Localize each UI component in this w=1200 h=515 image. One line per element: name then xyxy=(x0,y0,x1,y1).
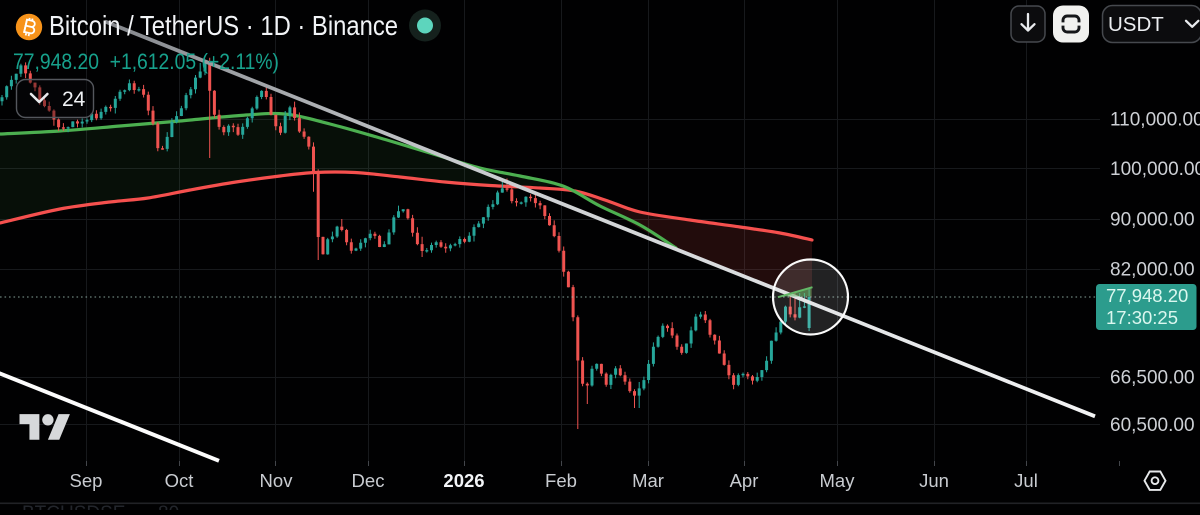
svg-text:Jun: Jun xyxy=(919,470,949,491)
svg-text:Sep: Sep xyxy=(70,470,103,491)
svg-text:100,000.00: 100,000.00 xyxy=(1110,159,1200,180)
svg-text:90,000.00: 90,000.00 xyxy=(1110,210,1195,231)
svg-text:BTCUSDSE: BTCUSDSE xyxy=(22,503,125,510)
svg-text:Dec: Dec xyxy=(352,470,385,491)
svg-text:Apr: Apr xyxy=(730,470,759,491)
svg-text:Mar: Mar xyxy=(632,470,664,491)
svg-text:Jul: Jul xyxy=(1014,470,1038,491)
svg-text:Feb: Feb xyxy=(545,470,577,491)
svg-text:USDT: USDT xyxy=(1108,13,1164,36)
svg-text:24: 24 xyxy=(62,88,86,111)
svg-text:Oct: Oct xyxy=(165,470,194,491)
svg-text:66,500.00: 66,500.00 xyxy=(1110,368,1195,389)
svg-text:Bitcoin / TetherUS · 1D · Bina: Bitcoin / TetherUS · 1D · Binance xyxy=(49,10,398,41)
svg-text:60,500.00: 60,500.00 xyxy=(1110,415,1195,436)
svg-text:May: May xyxy=(820,470,856,491)
svg-text:77,948.20 +1,612.05 (+2.11%): 77,948.20 +1,612.05 (+2.11%) xyxy=(13,49,279,74)
svg-text:77,948.20: 77,948.20 xyxy=(1106,285,1188,306)
svg-text:2026: 2026 xyxy=(443,470,484,491)
svg-text:Nov: Nov xyxy=(260,470,294,491)
svg-text:80: 80 xyxy=(158,503,179,510)
svg-text:82,000.00: 82,000.00 xyxy=(1110,260,1195,281)
svg-text:110,000.00: 110,000.00 xyxy=(1110,110,1200,131)
svg-text:17:30:25: 17:30:25 xyxy=(1106,307,1178,328)
